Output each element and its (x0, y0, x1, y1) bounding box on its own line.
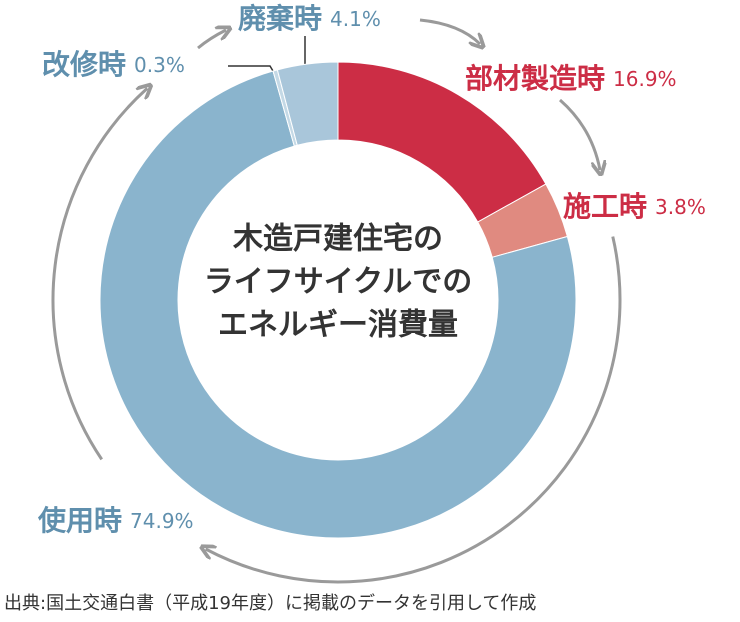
category-name: 部材製造時 (465, 62, 605, 95)
segment-label: 廃棄時 4.1% (238, 2, 381, 35)
segment-label: 施工時 3.8% (563, 190, 706, 223)
value-label: 0.3% (134, 53, 185, 77)
donut-segment (276, 61, 339, 146)
cycle-arrows (51, 18, 622, 584)
center-title: エネルギー消費量 (218, 308, 458, 343)
segment-label: 部材製造時 16.9% (465, 62, 677, 95)
segment-label: 使用時 74.9% (37, 504, 194, 537)
arrow (51, 88, 147, 461)
arrow (206, 236, 622, 584)
segment-label: 改修時 0.3% (42, 48, 185, 81)
value-label: 74.9% (130, 509, 194, 533)
arrow (197, 30, 226, 50)
arrow (559, 98, 600, 170)
value-label: 3.8% (655, 195, 706, 219)
category-name: 使用時 (37, 504, 122, 537)
value-label: 16.9% (613, 67, 677, 91)
source-note: 出典:国土交通白書（平成19年度）に掲載のデータを引用して作成 (4, 593, 536, 614)
center-title: ライフサイクルでの (204, 265, 473, 300)
category-name: 施工時 (563, 190, 647, 223)
value-label: 4.1% (330, 7, 381, 31)
category-name: 廃棄時 (238, 2, 322, 35)
donut-segment (99, 70, 577, 539)
category-name: 改修時 (42, 48, 126, 81)
arrow (419, 18, 480, 44)
center-title: 木造戸建住宅の (232, 222, 443, 257)
